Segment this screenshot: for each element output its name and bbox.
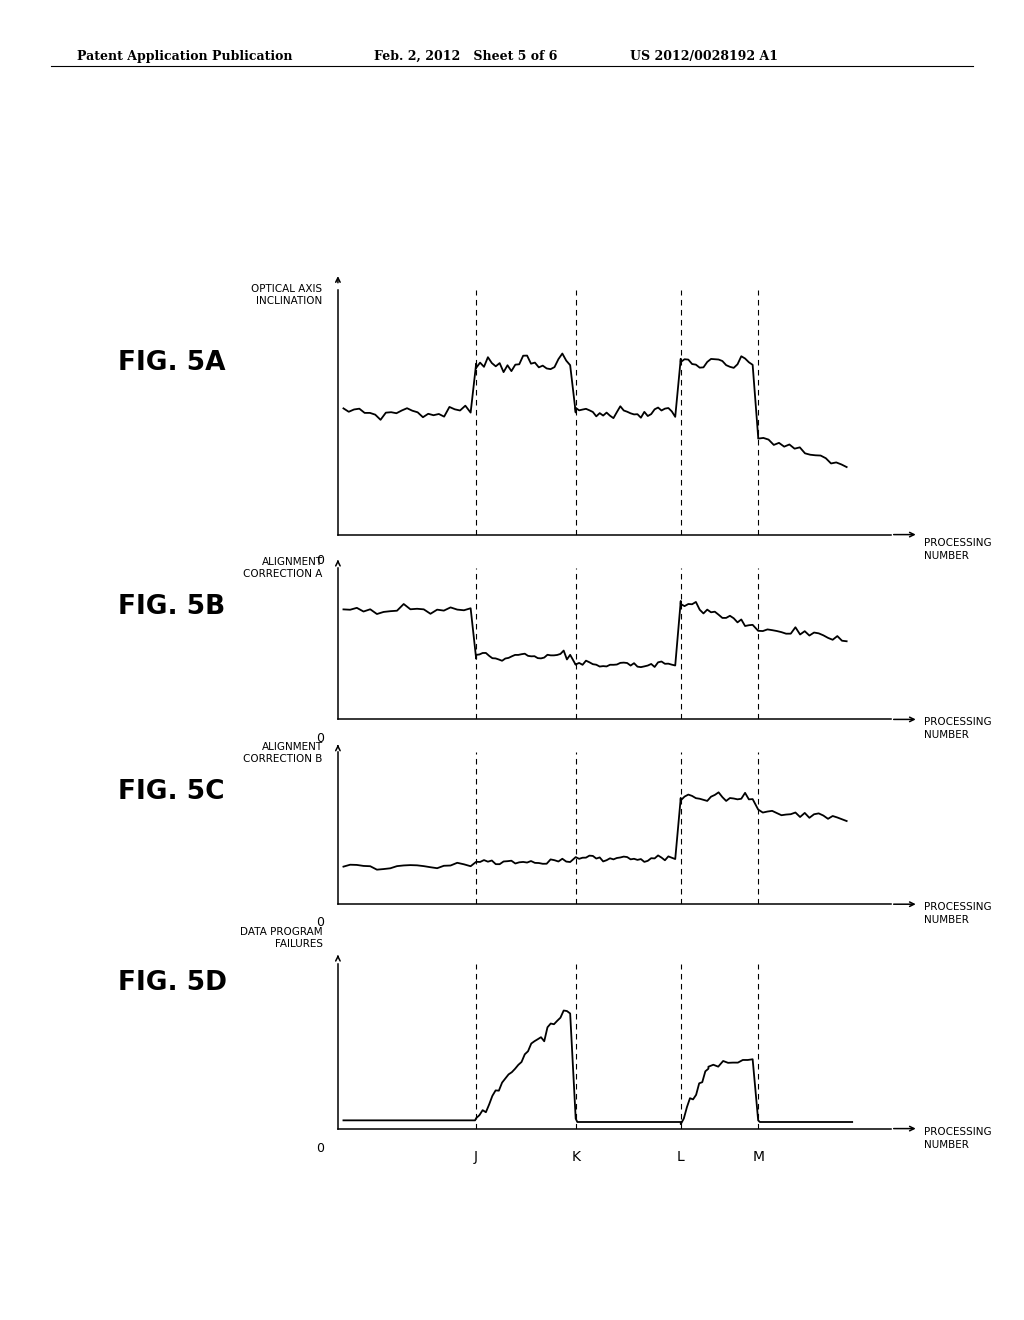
- Text: 0: 0: [316, 1142, 324, 1155]
- Text: K: K: [571, 1150, 581, 1164]
- Text: PROCESSING
NUMBER: PROCESSING NUMBER: [924, 717, 991, 741]
- Text: 0: 0: [316, 554, 324, 568]
- Text: ALIGNMENT
CORRECTION A: ALIGNMENT CORRECTION A: [243, 557, 323, 579]
- Text: 0: 0: [316, 731, 324, 744]
- Text: 0: 0: [316, 916, 324, 929]
- Text: Feb. 2, 2012   Sheet 5 of 6: Feb. 2, 2012 Sheet 5 of 6: [374, 50, 557, 63]
- Text: J: J: [474, 1150, 478, 1164]
- Text: FIG. 5A: FIG. 5A: [118, 350, 225, 376]
- Text: DATA PROGRAM
FAILURES: DATA PROGRAM FAILURES: [240, 927, 323, 949]
- Text: OPTICAL AXIS
INCLINATION: OPTICAL AXIS INCLINATION: [252, 284, 323, 306]
- Text: PROCESSING
NUMBER: PROCESSING NUMBER: [924, 1127, 991, 1150]
- Text: FIG. 5B: FIG. 5B: [118, 594, 225, 620]
- Text: PROCESSING
NUMBER: PROCESSING NUMBER: [924, 537, 991, 561]
- Text: FIG. 5C: FIG. 5C: [118, 779, 224, 805]
- Text: PROCESSING
NUMBER: PROCESSING NUMBER: [924, 902, 991, 925]
- Text: ALIGNMENT
CORRECTION B: ALIGNMENT CORRECTION B: [243, 742, 323, 764]
- Text: FIG. 5D: FIG. 5D: [118, 970, 226, 997]
- Text: Patent Application Publication: Patent Application Publication: [77, 50, 292, 63]
- Text: M: M: [753, 1150, 764, 1164]
- Text: L: L: [677, 1150, 685, 1164]
- Text: US 2012/0028192 A1: US 2012/0028192 A1: [630, 50, 778, 63]
